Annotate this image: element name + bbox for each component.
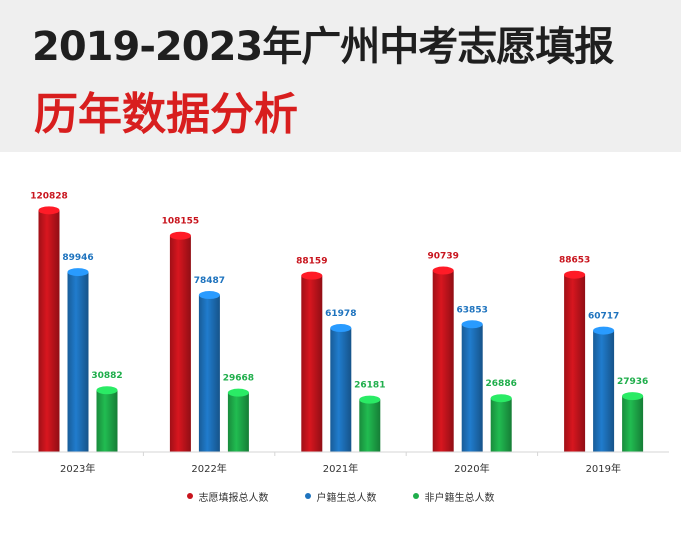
bar-body xyxy=(622,396,644,452)
legend-label: 户籍生总人数 xyxy=(316,492,377,504)
bar xyxy=(96,386,118,452)
bar-body xyxy=(227,392,249,452)
bar-body xyxy=(330,328,352,452)
bar xyxy=(593,326,615,452)
data-label: 88159 xyxy=(296,257,327,267)
bar xyxy=(38,206,60,452)
data-label: 108155 xyxy=(162,217,200,227)
bar xyxy=(330,324,352,452)
bar-cap xyxy=(622,392,644,401)
bar-body xyxy=(490,398,512,452)
legend-swatch xyxy=(186,493,193,499)
bar-cap xyxy=(301,271,323,280)
data-label: 88653 xyxy=(559,256,590,266)
bar-body xyxy=(96,390,118,452)
legend-item: 志愿填报总人数 xyxy=(186,486,269,506)
bar-cap xyxy=(432,266,454,275)
labels-group: 2023年 120828 89946 30882 2022年 108155 78487 296… xyxy=(30,191,648,475)
bar-cap xyxy=(67,268,89,277)
data-label: 90739 xyxy=(428,252,459,262)
bar-body xyxy=(564,274,586,452)
bar-cap xyxy=(227,388,249,397)
data-label: 89946 xyxy=(62,253,93,263)
data-label: 60717 xyxy=(588,312,619,322)
data-label: 29668 xyxy=(223,374,254,384)
data-label: 26886 xyxy=(486,379,517,389)
legend-swatch xyxy=(304,493,311,499)
bar-cap xyxy=(461,320,483,329)
legend-label: 非户籍生总人数 xyxy=(424,492,495,504)
legend-item: 非户籍生总人数 xyxy=(412,486,495,506)
bar-cap xyxy=(359,395,381,404)
page-subtitle: 历年数据分析 xyxy=(34,89,298,140)
bar-cap xyxy=(38,206,60,215)
bar-cap xyxy=(330,324,352,333)
bar xyxy=(622,392,644,452)
bar-cap xyxy=(564,270,586,279)
bar-body xyxy=(38,210,60,452)
data-label: 120828 xyxy=(30,191,68,201)
bar-body xyxy=(359,399,381,452)
bar-body xyxy=(198,295,220,452)
legend-item: 户籍生总人数 xyxy=(304,486,377,506)
chart-legend: 志愿填报总人数 户籍生总人数 非户籍生总人数 xyxy=(0,486,681,506)
page-title: 2019-2023年广州中考志愿填报 xyxy=(32,24,614,70)
bar-body xyxy=(301,275,323,452)
data-label: 78487 xyxy=(194,276,225,286)
data-label: 61978 xyxy=(325,309,356,319)
x-tick-label: 2022年 xyxy=(191,462,226,475)
axis-ticks-group xyxy=(142,452,539,456)
legend-label: 志愿填报总人数 xyxy=(198,492,269,504)
legend-swatch xyxy=(412,493,419,499)
bar xyxy=(67,268,89,452)
x-tick-label: 2021年 xyxy=(323,462,358,475)
bar xyxy=(301,271,323,452)
data-label: 26181 xyxy=(354,381,385,391)
header-banner: 2019-2023年广州中考志愿填报 历年数据分析 xyxy=(0,0,681,152)
x-tick-label: 2023年 xyxy=(60,462,95,475)
bar xyxy=(564,270,586,452)
data-label: 30882 xyxy=(91,371,122,381)
bar-body xyxy=(593,330,615,452)
bar xyxy=(490,394,512,452)
bar xyxy=(359,395,381,452)
bar xyxy=(169,231,191,452)
bar-cap xyxy=(593,326,615,335)
data-label: 27936 xyxy=(617,377,648,387)
bars-group xyxy=(38,206,644,452)
bar xyxy=(432,266,454,452)
bar xyxy=(198,291,220,452)
bar-cap xyxy=(169,231,191,240)
bar xyxy=(227,388,249,452)
x-tick-label: 2019年 xyxy=(586,462,621,475)
bar-body xyxy=(461,324,483,452)
bar-body xyxy=(432,270,454,452)
bar-cap xyxy=(490,394,512,403)
data-label: 63853 xyxy=(457,305,488,315)
bar xyxy=(461,320,483,452)
bar-body xyxy=(67,272,89,452)
bar-body xyxy=(169,235,191,452)
bar-cap xyxy=(96,386,118,395)
x-tick-label: 2020年 xyxy=(454,462,489,475)
bar-cap xyxy=(198,291,220,300)
